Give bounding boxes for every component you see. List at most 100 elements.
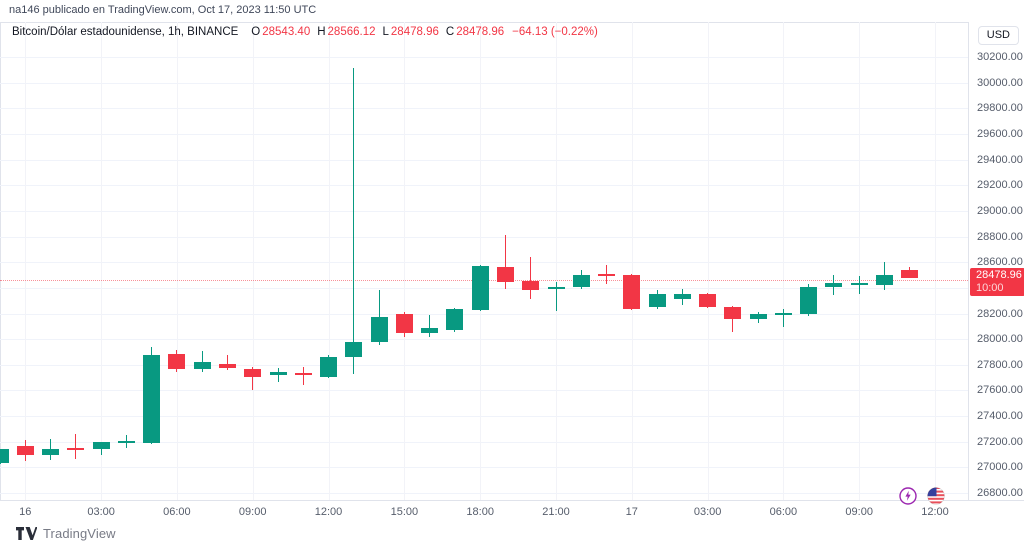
candle-wick — [302, 367, 304, 386]
candle-body — [269, 371, 287, 376]
price-tick-label: 28600.00 — [977, 256, 1023, 269]
grid-line-vertical — [25, 22, 27, 500]
change-value: −64.13 (−0.22%) — [512, 26, 598, 38]
candle-body — [901, 269, 919, 278]
candle-body — [16, 446, 34, 456]
grid-line-horizontal — [0, 57, 968, 58]
candle-body — [876, 275, 893, 286]
time-tick-label: 09:00 — [238, 506, 267, 518]
candle-body — [522, 280, 540, 290]
grid-line-horizontal — [0, 210, 968, 212]
price-tick-label: 29800.00 — [977, 102, 1023, 115]
grid-line-vertical — [935, 22, 936, 500]
grid-line-vertical — [859, 22, 861, 500]
candle-body — [345, 341, 363, 358]
price-tick-label: 28200.00 — [977, 307, 1023, 320]
grid-line-horizontal — [0, 441, 968, 443]
symbol-title: Bitcoin/Dólar estadounidense, 1h, BINANC… — [12, 26, 239, 38]
candle-wick — [429, 315, 431, 338]
candle-body — [168, 353, 186, 370]
price-tick-label: 26800.00 — [977, 487, 1023, 500]
candle-body — [421, 328, 439, 333]
candle-body — [446, 309, 464, 331]
grid-line-horizontal — [0, 159, 968, 161]
time-tick-label: 17 — [625, 506, 638, 518]
us-flag-icon[interactable] — [927, 487, 945, 505]
candle-body — [395, 313, 413, 334]
price-tick-label: 27800.00 — [977, 358, 1023, 371]
ohlc-label: H — [317, 26, 326, 38]
time-tick-label: 12:00 — [921, 506, 949, 518]
grid-line-horizontal — [0, 416, 968, 418]
candle-body — [800, 287, 818, 315]
price-tick-label: 29400.00 — [977, 153, 1023, 166]
grid-line-horizontal — [0, 108, 968, 110]
price-tick-label: 28000.00 — [977, 333, 1023, 346]
time-tick-label: 12:00 — [314, 506, 343, 518]
ohlc-label: O — [251, 26, 261, 38]
tradingview-logo[interactable]: TradingView — [16, 526, 116, 541]
candle-body — [92, 442, 110, 450]
candle-body — [648, 294, 666, 308]
grid-line-vertical — [480, 22, 482, 500]
candle-body — [572, 275, 590, 288]
grid-line-vertical — [176, 22, 178, 500]
price-tick-label: 30000.00 — [977, 76, 1023, 89]
time-tick-label: 09:00 — [845, 506, 873, 518]
ohlc-group: O 28543.40 H 28566.12 L 28478.96 C 28478.96 — [244, 26, 504, 38]
candle-body — [496, 266, 514, 283]
candle-body — [320, 357, 337, 377]
grid-line-vertical — [707, 22, 709, 500]
candle-wick — [782, 309, 784, 327]
ohlc-label: L — [382, 26, 389, 38]
candle-body — [598, 273, 615, 276]
price-axis: USD 28478.96 10:00 30200.00 30000.00 29800… — [968, 22, 1024, 500]
time-tick-label: 16 — [19, 506, 32, 518]
lightning-realtime-icon[interactable] — [899, 487, 917, 505]
grid-line-vertical — [631, 22, 633, 500]
time-tick-label: 06:00 — [163, 506, 191, 518]
currency-button[interactable]: USD — [977, 26, 1019, 45]
legend: Bitcoin/Dólar estadounidense, 1h, BINANC… — [12, 26, 598, 38]
candle-body — [850, 283, 868, 286]
time-tick-label: 06:00 — [769, 506, 798, 518]
badge-countdown: 10:00 — [976, 281, 1004, 294]
grid-line-vertical — [404, 22, 406, 500]
candle-body — [471, 266, 489, 310]
grid-line-vertical — [252, 22, 254, 500]
time-tick-label: 03:00 — [87, 506, 115, 518]
chart-pane — [0, 22, 968, 500]
candle-body — [673, 294, 691, 299]
grid-line-vertical — [783, 22, 785, 500]
candle-body — [370, 317, 388, 342]
tradingview-logo-text: TradingView — [43, 526, 116, 541]
candle-body — [67, 447, 85, 450]
ohlc-value: 28566.12 — [327, 26, 376, 38]
candle-wick — [227, 355, 228, 370]
grid-line-horizontal — [0, 313, 968, 315]
price-tick-label: 29600.00 — [977, 128, 1023, 140]
candle-body — [244, 369, 262, 377]
candle-body — [294, 373, 312, 376]
price-tick-label: 27200.00 — [977, 435, 1023, 448]
candle-body — [724, 307, 742, 320]
time-tick-label: 15:00 — [390, 506, 419, 518]
candle-body — [547, 287, 565, 290]
grid-line-horizontal — [0, 339, 968, 341]
ohlc-value: 28543.40 — [262, 26, 311, 38]
grid-line-horizontal — [0, 134, 968, 135]
time-tick-label: 18:00 — [466, 506, 494, 518]
candle-body — [825, 283, 843, 288]
chart-status-icons — [899, 487, 945, 505]
candle-body — [623, 275, 641, 309]
time-tick-label: 03:00 — [693, 506, 722, 518]
price-tick-label: 28800.00 — [977, 230, 1023, 243]
last-price-badge: 28478.96 10:00 — [970, 267, 1024, 296]
grid-line-vertical — [556, 22, 557, 500]
time-axis: 16 03:00 06:00 09:00 12:00 15:00 18:00 21:00 17 0… — [0, 500, 1024, 521]
candle-wick — [201, 350, 203, 372]
candle-body — [219, 364, 236, 368]
price-tick-label: 30200.00 — [977, 51, 1023, 63]
grid-line-horizontal — [0, 467, 968, 469]
